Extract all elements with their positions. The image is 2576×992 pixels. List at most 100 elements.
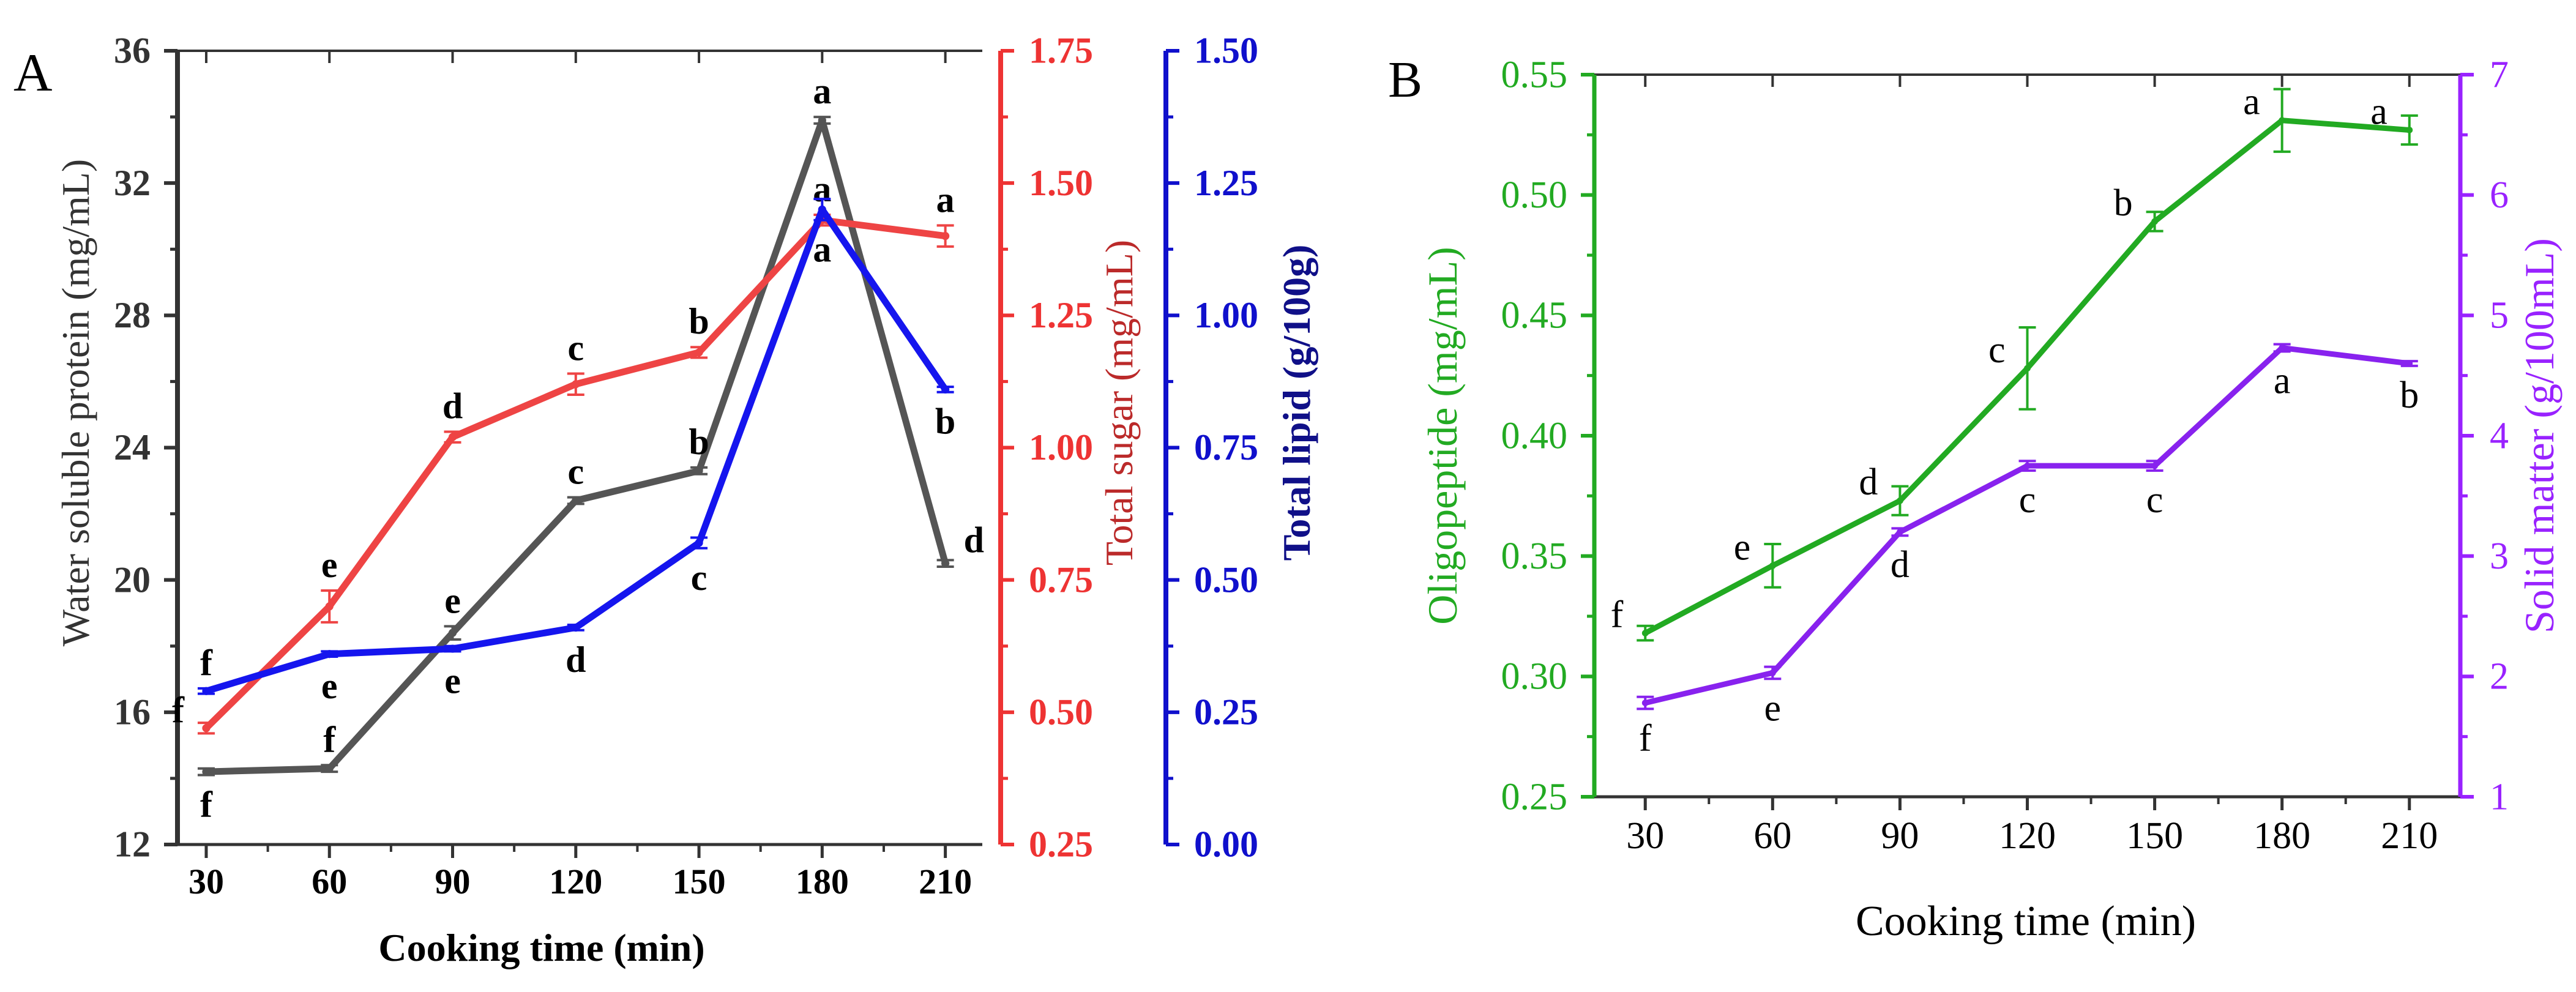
panel-a-significance-letter: e [321,545,338,585]
panel-b-x-tick-label: 210 [2381,815,2438,857]
panel-a-sugar-tick-label: 1.50 [1029,163,1093,203]
panel-b-significance-letter: d [1891,544,1910,586]
panel-a-data-point [818,205,826,214]
panel-a-protein-tick-label: 32 [114,163,151,203]
panel-a-significance-letter: f [323,719,336,759]
panel-a-significance-letter: d [566,640,586,680]
panel-b-significance-letter: d [1859,461,1878,503]
panel-a-sugar-tick-label: 1.00 [1029,427,1093,468]
panel-a-lipid-tick-label: 0.50 [1194,559,1258,600]
panel-a-sugar-tick-label: 1.75 [1029,31,1093,71]
panel-b-significance-letter: b [2114,182,2133,224]
panel-a-significance-letter: f [200,643,213,683]
panel-a-x-tick-label: 120 [549,862,602,901]
panel-a-x-tick-label: 210 [919,862,972,901]
panel-b-solid-tick-label: 5 [2490,295,2509,337]
panel-a-data-point [941,559,950,568]
panel-b-data-point [2024,462,2031,469]
panel-a-x-axis-title: Cooking time (min) [378,926,704,969]
panel-a-protein-tick-label: 28 [114,295,151,335]
panel-b: B Cooking time (min) Oligopeptide (mg/mL… [1388,51,2563,945]
panel-a-significance-letter: a [813,229,831,270]
panel-b-x-tick-label: 150 [2126,815,2183,857]
panel-a-lipid-tick-label: 1.00 [1194,295,1258,335]
panel-a-significance-letter: a [936,179,955,220]
panel-a-x-tick-label: 150 [673,862,726,901]
panel-b-significance-letter: c [1988,329,2006,371]
panel-b-data-point [1769,562,1776,569]
panel-a-x-tick-label: 180 [796,862,849,901]
panel-a-protein-tick-label: 20 [114,559,151,600]
panel-a-data-point [325,764,334,773]
panel-b-oligo-tick-label: 0.55 [1501,54,1568,95]
panel-a-protein-tick-label: 36 [114,31,151,71]
panel-b-solid-tick-label: 7 [2490,54,2509,95]
panel-a-lipid-tick-label: 1.25 [1194,163,1258,203]
panel-a-data-point [695,466,703,475]
panel-a-sugar-tick-label: 0.25 [1029,824,1093,865]
panel-a-significance-letter: b [689,301,709,341]
panel-b-data-point [1641,630,1649,636]
panel-b-x-tick-label: 120 [1999,815,2056,857]
panel-b-solid-tick-label: 4 [2490,415,2509,457]
panel-a-data-point [448,433,457,441]
panel-b-data-point [1769,669,1776,676]
panel-b-data-point [2279,117,2286,124]
panel-a-lipid-tick-label: 0.75 [1194,427,1258,468]
panel-a-x-tick-label: 30 [189,862,224,901]
panel-a-significance-letter: e [321,666,338,706]
panel-a-data-point [325,602,334,611]
panel-a-lipid-axis-title: Total lipid (g/100g) [1275,245,1318,561]
panel-a-x-tick-label: 60 [312,862,347,901]
panel-a-sugar-tick-label: 0.75 [1029,559,1093,600]
panel-b-solid-tick-label: 2 [2490,656,2509,698]
panel-b-x-axis-title: Cooking time (min) [1856,898,2196,945]
panel-b-significance-letter: a [2370,91,2387,132]
panel-a-data-point [325,650,334,658]
panel-b-oligo-tick-label: 0.25 [1501,776,1568,818]
panel-b-solid-axis-title: Solid matter (g/100mL) [2516,238,2563,633]
panel-b-x-tick-label: 180 [2253,815,2310,857]
panel-a-sugar-axis-title: Total sugar (mg/mL) [1097,240,1141,565]
panel-a-data-point [695,348,703,357]
panel-b-oligo-tick-label: 0.35 [1501,535,1568,577]
panel-b-significance-letter: e [1764,687,1782,729]
panel-a-significance-letter: a [813,71,831,111]
panel-b-significance-letter: a [2274,360,2291,401]
panel-a-significance-letter: e [444,580,461,621]
panel-a-sugar-tick-label: 1.25 [1029,295,1093,335]
panel-a-data-point [941,232,950,241]
panel-b-x-tick-label: 30 [1626,815,1664,857]
panel-b-data-point [2024,365,2031,372]
panel-b-significance-letter: a [2243,81,2260,123]
panel-b-x-tick-label: 60 [1753,815,1791,857]
panel-b-significance-letter: f [1639,717,1652,759]
panel-a-data-point [695,539,703,547]
panel-a-significance-letter: b [935,401,955,442]
panel-a-data-point [818,116,826,125]
panel-a-protein-tick-label: 24 [114,427,151,468]
panel-a-lipid-tick-label: 0.00 [1194,824,1258,865]
panel-b-data-point [2406,360,2413,367]
panel-a-sugar-tick-label: 0.50 [1029,692,1093,732]
panel-b-significance-letter: e [1734,526,1751,568]
panel-b-significance-letter: b [2400,375,2419,416]
panel-b-data-point [1897,497,1903,504]
panel-a-data-point [572,496,580,505]
panel-a-data-point [572,380,580,389]
panel-b-oligo-tick-label: 0.40 [1501,415,1568,457]
panel-b-data-point [2279,345,2286,351]
panel-a-protein-tick-label: 16 [114,692,151,732]
panel-b-solid-tick-label: 3 [2490,535,2509,577]
panel-b-oligopeptide-axis-title: Oligopeptide (mg/mL) [1419,247,1466,625]
panel-a-significance-letter: f [200,785,213,825]
panel-b-data-point [1641,699,1649,706]
panel-b-oligo-tick-label: 0.50 [1501,174,1568,216]
panel-b-solid-tick-label: 6 [2490,174,2509,216]
panel-b-solid-tick-label: 1 [2490,776,2509,818]
panel-a-label: A [13,43,53,103]
panel-a-data-point [572,623,580,632]
panel-a-data-point [448,628,457,637]
panel-b-oligo-tick-label: 0.45 [1501,295,1568,337]
